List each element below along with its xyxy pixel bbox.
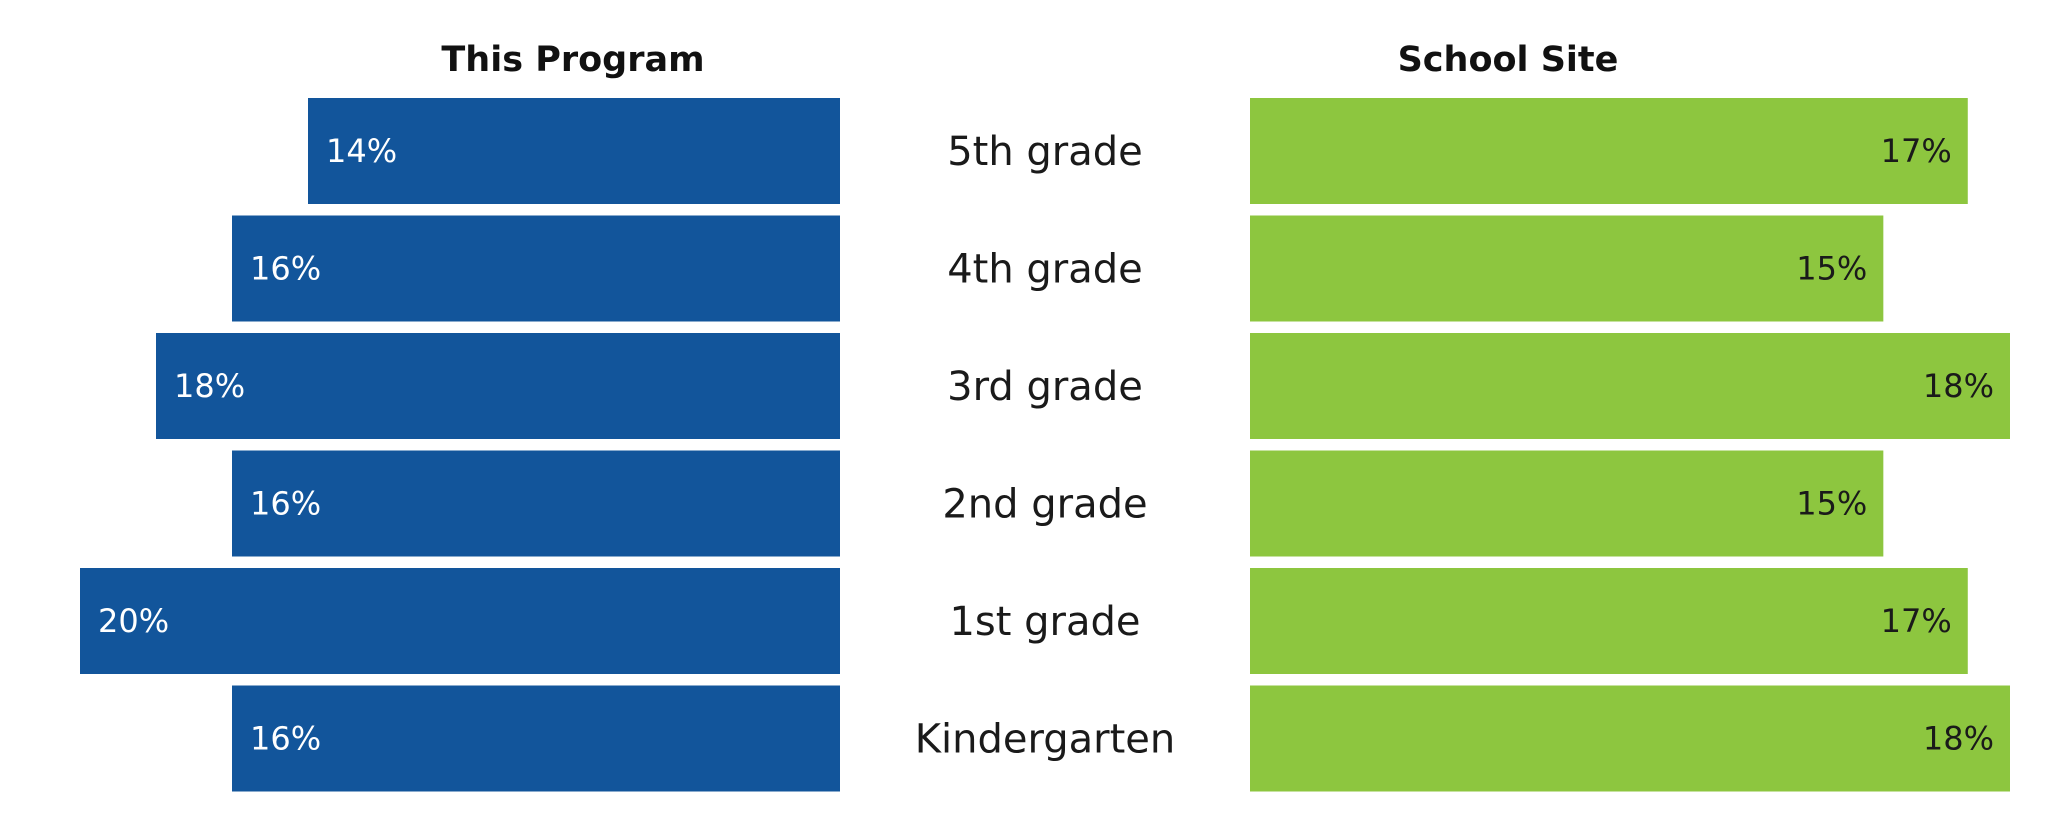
- bar-school-site-1st-grade: [1250, 568, 1968, 674]
- bar-this-program-2nd-grade: [232, 450, 840, 557]
- bar-this-program-5th-grade: [308, 98, 840, 204]
- category-label-4th-grade: 4th grade: [947, 247, 1143, 293]
- bar-this-program-1st-grade: [80, 568, 840, 674]
- school-site-bars: 17% 15% 18% 15% 17% 18%: [1250, 98, 2010, 792]
- bar-school-site-2nd-grade: [1250, 450, 1884, 557]
- bar-school-site-5th-grade: [1250, 98, 1968, 204]
- data-label-school-site-1st-grade: 17%: [1881, 602, 1952, 640]
- bar-this-program-4th-grade: [232, 215, 840, 322]
- category-label-1st-grade: 1st grade: [949, 599, 1140, 645]
- bar-school-site-kindergarten: [1250, 685, 2010, 792]
- category-label-3rd-grade: 3rd grade: [947, 364, 1143, 410]
- left-panel-title: This Program: [441, 40, 704, 80]
- data-label-this-program-5th-grade: 14%: [326, 132, 397, 170]
- category-label-kindergarten: Kindergarten: [915, 717, 1175, 763]
- data-label-this-program-3rd-grade: 18%: [174, 367, 245, 405]
- data-label-this-program-kindergarten: 16%: [250, 720, 321, 758]
- data-label-school-site-2nd-grade: 15%: [1796, 485, 1867, 523]
- data-label-school-site-4th-grade: 15%: [1796, 250, 1867, 288]
- bar-this-program-3rd-grade: [156, 333, 840, 439]
- category-labels: 5th grade 4th grade 3rd grade 2nd grade 1st …: [915, 129, 1175, 763]
- data-label-school-site-3rd-grade: 18%: [1923, 367, 1994, 405]
- category-label-2nd-grade: 2nd grade: [942, 482, 1147, 528]
- category-label-5th-grade: 5th grade: [947, 129, 1143, 175]
- bar-this-program-kindergarten: [232, 685, 840, 792]
- bar-school-site-3rd-grade: [1250, 333, 2010, 439]
- data-label-school-site-kindergarten: 18%: [1923, 720, 1994, 758]
- right-panel-title: School Site: [1398, 40, 1619, 80]
- data-label-this-program-1st-grade: 20%: [98, 602, 169, 640]
- data-label-school-site-5th-grade: 17%: [1881, 132, 1952, 170]
- data-label-this-program-4th-grade: 16%: [250, 250, 321, 288]
- this-program-bars: 14% 16% 18% 16% 20% 16%: [80, 98, 840, 792]
- data-label-this-program-2nd-grade: 16%: [250, 485, 321, 523]
- bar-school-site-4th-grade: [1250, 215, 1884, 322]
